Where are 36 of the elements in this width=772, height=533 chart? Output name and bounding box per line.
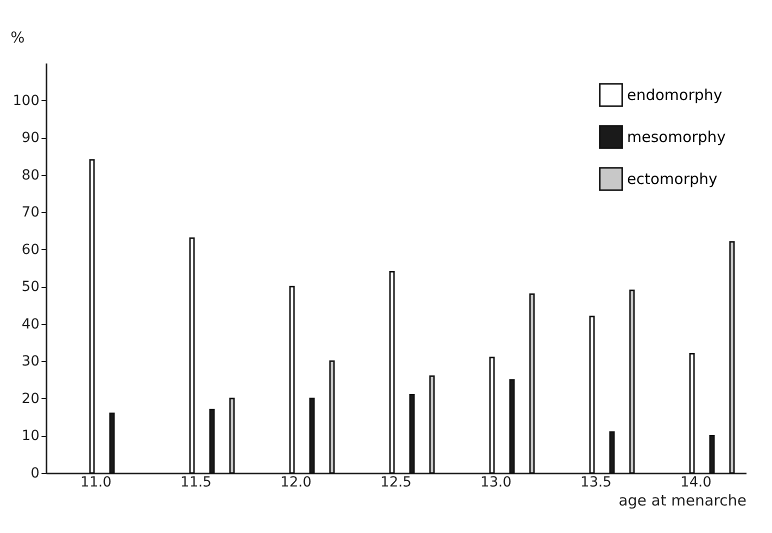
bar	[489, 356, 495, 474]
y-tick-label: 70	[22, 204, 40, 221]
bar	[429, 375, 435, 474]
x-tick-label: 11.0	[80, 474, 112, 490]
x-tick-label: 12.0	[280, 474, 312, 490]
legend-label: ectomorphy	[627, 170, 718, 188]
bar	[389, 270, 395, 474]
y-tick-label: 20	[22, 390, 40, 407]
bar	[729, 241, 735, 474]
y-tick-label: 50	[22, 279, 40, 296]
x-tick-label: 12.5	[380, 474, 412, 490]
x-axis-title: age at menarche	[618, 492, 746, 510]
y-tick-label: 60	[22, 242, 40, 258]
bar	[189, 237, 195, 474]
bar	[289, 286, 295, 474]
bar	[589, 316, 595, 474]
y-tick-label: 100	[12, 92, 40, 109]
y-axis-title: %	[10, 28, 25, 46]
y-tick-label: 10	[22, 428, 40, 444]
bar	[89, 159, 95, 474]
y-tick-label: 40	[22, 316, 40, 332]
bar	[229, 398, 235, 474]
y-tick-label: 90	[22, 130, 40, 146]
x-tick-label: 11.5	[180, 474, 212, 490]
bar	[329, 360, 335, 474]
x-tick-label: 13.0	[480, 474, 512, 490]
bar	[529, 293, 535, 474]
y-tick-label: 80	[22, 167, 40, 184]
y-tick-label: 0	[30, 466, 40, 482]
legend-label: mesomorphy	[627, 128, 726, 146]
x-tick-label: 13.5	[580, 474, 612, 490]
bar	[629, 290, 635, 474]
x-tick-label: 14.0	[680, 474, 712, 490]
legend-label: endomorphy	[627, 86, 722, 104]
bar	[689, 352, 695, 474]
y-tick-label: 30	[22, 354, 40, 370]
